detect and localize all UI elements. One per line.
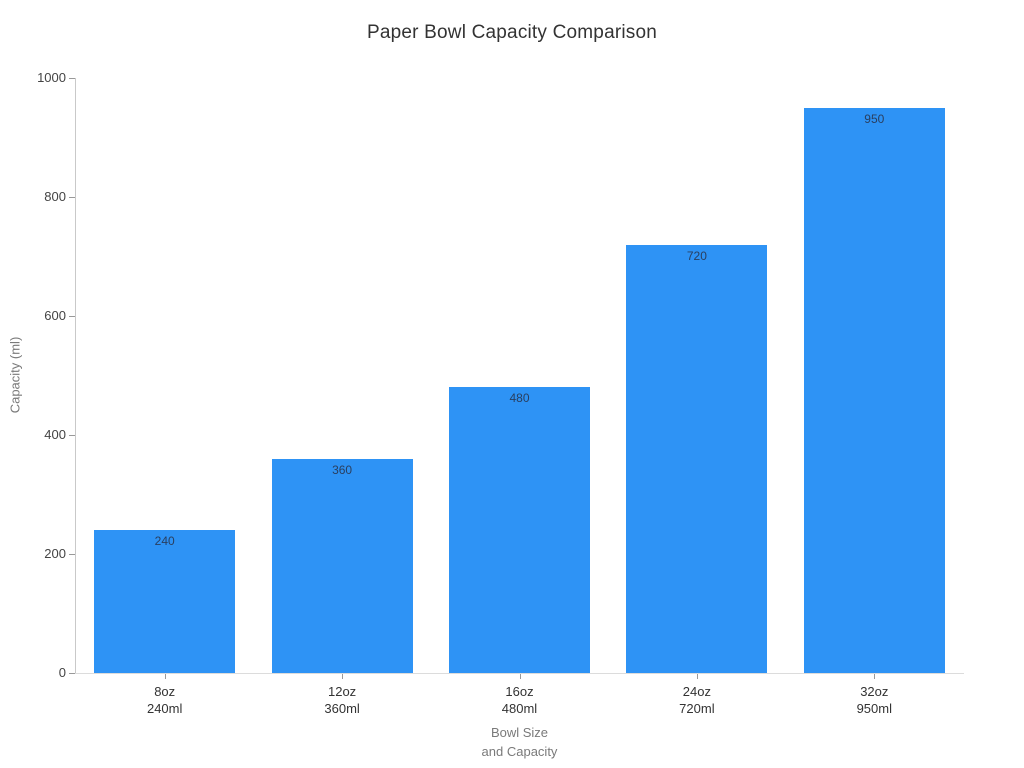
x-tick-capacity-line: 360ml	[324, 700, 360, 716]
plot-area: 0 200 400 600 800 1000 240 360 480 720 950 8oz 240…	[37, 70, 964, 716]
bar-value-label: 480	[509, 391, 530, 406]
x-tick-capacity-line: 240ml	[146, 700, 183, 716]
x-tick-mark	[696, 674, 698, 679]
y-axis-line	[75, 78, 76, 674]
x-tick-mark	[519, 674, 521, 679]
x-tick-mark	[342, 674, 344, 679]
bar-value-label: 720	[686, 248, 707, 263]
bar[interactable]: 480	[449, 387, 590, 673]
x-tick-mark	[164, 674, 166, 679]
x-tick-capacity-line: 950ml	[856, 700, 892, 716]
y-tick-label: 600	[44, 308, 66, 323]
chart-title: Paper Bowl Capacity Comparison	[366, 22, 658, 43]
bar[interactable]: 240	[94, 530, 236, 673]
y-tick-label: 800	[44, 189, 66, 204]
bar[interactable]: 720	[626, 244, 768, 673]
y-tick-label: 400	[44, 427, 66, 442]
y-tick-mark	[69, 435, 75, 436]
x-tick-label: 32oz 950ml	[794, 684, 954, 717]
y-tick-mark	[69, 673, 75, 674]
x-tick-mark	[874, 674, 876, 679]
x-tick-size-line: 12oz	[327, 684, 357, 699]
bar-value-label: 360	[332, 462, 353, 477]
x-tick-size-line: 16oz	[505, 684, 534, 699]
y-tick-mark	[69, 197, 75, 198]
y-tick-mark	[69, 554, 75, 555]
y-tick-label: 200	[44, 546, 66, 561]
x-tick-capacity-line: 720ml	[679, 700, 715, 716]
y-axis-title: Capacity (ml)	[7, 336, 23, 414]
bar[interactable]: 950	[803, 107, 945, 673]
y-tick-mark	[69, 316, 75, 317]
bar-value-label: 950	[864, 111, 885, 126]
x-tick-label: 8oz 240ml	[85, 684, 245, 717]
x-tick-label: 12oz 360ml	[262, 684, 422, 717]
bar-value-label: 240	[154, 534, 175, 549]
x-tick-label: 24oz 720ml	[617, 684, 777, 717]
x-tick-capacity-line: 480ml	[501, 700, 538, 716]
y-tick-label: 1000	[37, 70, 66, 85]
x-axis-line	[75, 673, 964, 674]
y-tick-label: 0	[58, 665, 66, 680]
x-tick-label: 16oz 480ml	[440, 684, 600, 717]
bar[interactable]: 360	[271, 458, 413, 673]
x-tick-size-line: 32oz	[860, 684, 889, 699]
y-tick-mark	[69, 78, 75, 79]
x-tick-size-line: 24oz	[682, 684, 711, 699]
x-tick-size-line: 8oz	[154, 684, 176, 699]
x-axis-title: Bowl Size and Capacity	[481, 725, 558, 759]
